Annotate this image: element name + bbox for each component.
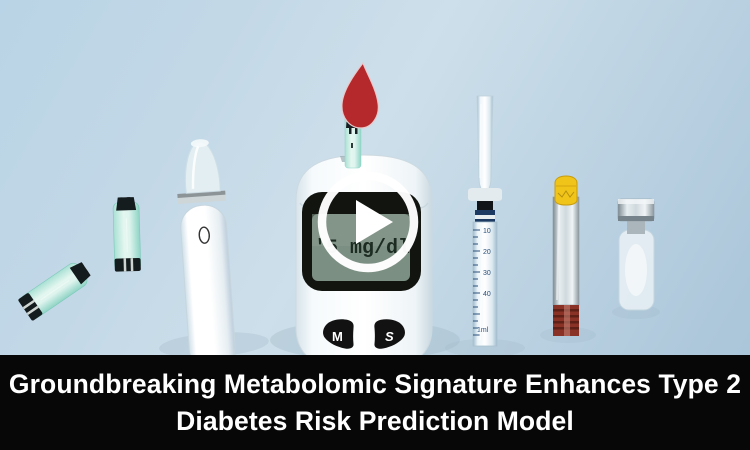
svg-text:10: 10 (483, 228, 491, 235)
svg-text:40: 40 (483, 291, 491, 298)
svg-text:S: S (385, 329, 394, 344)
svg-text:M: M (332, 329, 343, 344)
svg-text:30: 30 (483, 270, 491, 277)
svg-text:1ml: 1ml (477, 327, 489, 334)
svg-text:20: 20 (483, 249, 491, 256)
